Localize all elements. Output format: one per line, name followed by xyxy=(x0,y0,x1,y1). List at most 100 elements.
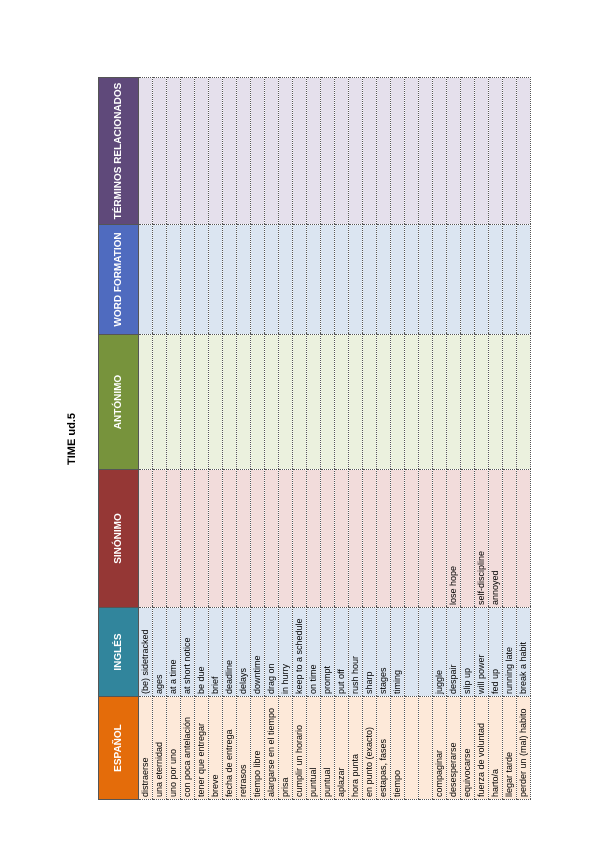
table-cell: cumplir un horario xyxy=(292,696,307,800)
table-cell: tiempo xyxy=(390,696,405,800)
header-cell: ESPAÑOL xyxy=(98,696,139,800)
table-cell xyxy=(138,224,153,335)
table-cell: equivocarse xyxy=(460,696,475,800)
header-cell: INGLÉS xyxy=(98,607,139,697)
table-cell xyxy=(180,224,195,335)
table-cell xyxy=(180,77,195,225)
table-cell xyxy=(446,77,461,225)
table-cell xyxy=(432,224,447,335)
table-cell xyxy=(418,334,433,470)
table-row: distraerse (be) sidetracked xyxy=(138,77,153,800)
table-cell: fuerza de voluntad xyxy=(474,696,489,800)
table-cell: juggle xyxy=(432,607,447,697)
table-cell xyxy=(166,334,181,470)
table-row: tiempo timing xyxy=(390,77,405,800)
table-cell: tener que entregar xyxy=(194,696,209,800)
table-cell xyxy=(460,334,475,470)
table-cell: fed up xyxy=(488,607,503,697)
table-row xyxy=(418,77,433,800)
table-cell xyxy=(390,224,405,335)
table-cell xyxy=(166,77,181,225)
table-cell xyxy=(166,224,181,335)
table-cell xyxy=(208,224,223,335)
table-cell: puntual xyxy=(320,696,335,800)
table-cell: be due xyxy=(194,607,209,697)
table-cell: puntual xyxy=(306,696,321,800)
table-cell: annoyed xyxy=(488,469,503,608)
table-row: con poca antelación at short notice xyxy=(180,77,195,800)
table-cell xyxy=(348,469,363,608)
table-cell: keep to a schedule xyxy=(292,607,307,697)
table-row: desesperarse despair lose hope xyxy=(446,77,461,800)
table-cell xyxy=(488,334,503,470)
table-cell: downtime xyxy=(250,607,265,697)
table-row: cumplir un horario keep to a schedule xyxy=(292,77,307,800)
table-cell xyxy=(390,334,405,470)
table-cell xyxy=(152,334,167,470)
table-cell: prisa xyxy=(278,696,293,800)
table-cell xyxy=(488,224,503,335)
table-cell xyxy=(516,469,531,608)
table-cell xyxy=(320,469,335,608)
table-cell xyxy=(348,224,363,335)
table-cell xyxy=(474,334,489,470)
table-cell: brief xyxy=(208,607,223,697)
table-cell xyxy=(432,77,447,225)
table-row: uno por uno at a time xyxy=(166,77,181,800)
table-cell: put off xyxy=(334,607,349,697)
table-cell xyxy=(390,469,405,608)
table-cell xyxy=(418,224,433,335)
table-cell xyxy=(516,77,531,225)
table-cell xyxy=(250,469,265,608)
table-cell: distraerse xyxy=(138,696,153,800)
table-cell: estapas, fases xyxy=(376,696,391,800)
table-cell xyxy=(474,224,489,335)
table-cell xyxy=(236,334,251,470)
table-cell: hora punta xyxy=(348,696,363,800)
table-cell: running late xyxy=(502,607,517,697)
table-cell: on time xyxy=(306,607,321,697)
header-cell: SINÓNIMO xyxy=(98,469,139,608)
table-cell: at a time xyxy=(166,607,181,697)
table-cell xyxy=(250,224,265,335)
table-cell xyxy=(222,224,237,335)
table-cell xyxy=(516,224,531,335)
table-cell: compaginar xyxy=(432,696,447,800)
table-cell xyxy=(418,469,433,608)
table-cell: desesperarse xyxy=(446,696,461,800)
table-row: retrasos delays xyxy=(236,77,251,800)
table-cell: llegar tarde xyxy=(502,696,517,800)
table-cell: uno por uno xyxy=(166,696,181,800)
header-row: ESPAÑOL INGLÉS SINÓNIMO ANTÓNIMO WORD FORMAT… xyxy=(98,77,139,800)
table-cell: tiempo libre xyxy=(250,696,265,800)
table-cell: ages xyxy=(152,607,167,697)
table-cell: retrasos xyxy=(236,696,251,800)
table-cell: con poca antelación xyxy=(180,696,195,800)
table-cell xyxy=(180,469,195,608)
table-cell: slip up xyxy=(460,607,475,697)
table-wrap: ESPAÑOL INGLÉS SINÓNIMO ANTÓNIMO WORD FORMAT… xyxy=(98,77,545,800)
table-cell xyxy=(502,469,517,608)
table-cell xyxy=(250,77,265,225)
table-row xyxy=(404,77,419,800)
table-cell xyxy=(264,469,279,608)
table-cell xyxy=(306,334,321,470)
table-body: distraerse (be) sidetracked una eternidad a… xyxy=(138,77,531,800)
table-cell: delays xyxy=(236,607,251,697)
table-cell xyxy=(376,224,391,335)
table-row: equivocarse slip up xyxy=(460,77,475,800)
table-row: breve brief xyxy=(208,77,223,800)
table-cell xyxy=(166,469,181,608)
table-cell xyxy=(376,334,391,470)
table-cell xyxy=(418,77,433,225)
table-row: puntual on time xyxy=(306,77,321,800)
table-cell xyxy=(432,469,447,608)
table-cell xyxy=(460,224,475,335)
table-cell xyxy=(194,224,209,335)
table-cell xyxy=(404,607,419,697)
table-cell xyxy=(320,334,335,470)
table-cell xyxy=(306,224,321,335)
table-cell xyxy=(194,334,209,470)
table-cell xyxy=(376,77,391,225)
table-cell: self-discipline xyxy=(474,469,489,608)
